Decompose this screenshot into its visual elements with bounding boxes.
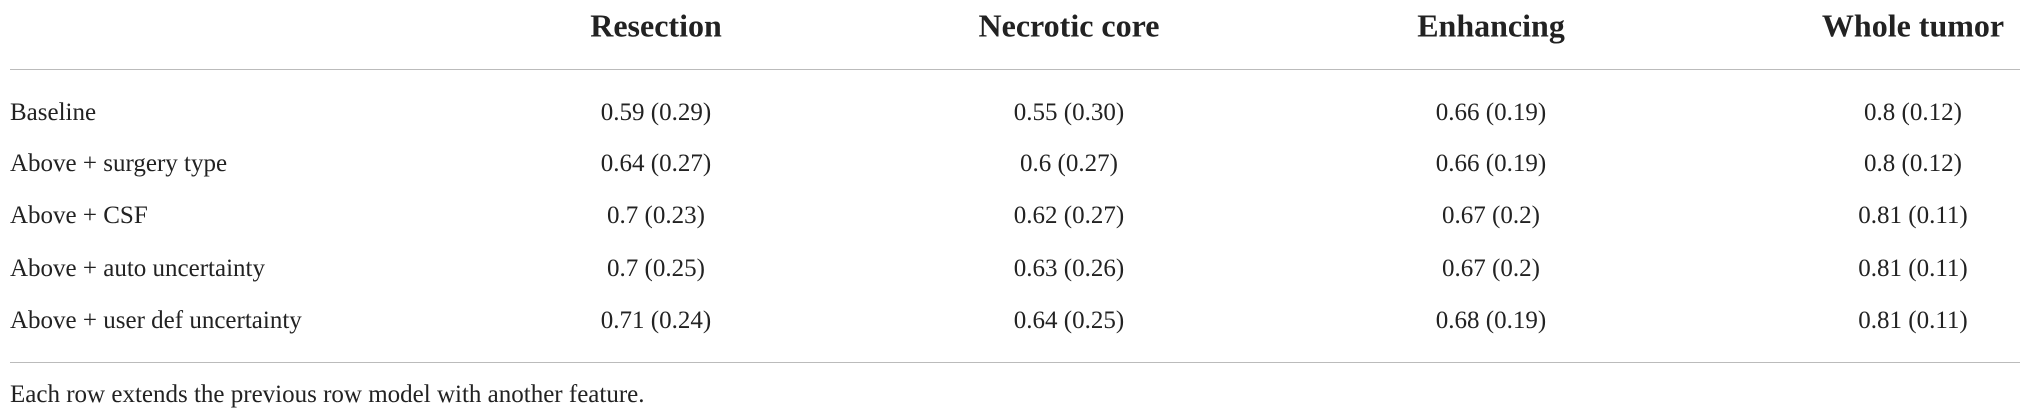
footnote: Each row extends the previous row model … bbox=[10, 381, 645, 408]
table-cell: 0.63 (0.26) bbox=[1013, 255, 1125, 282]
table-cell: 0.64 (0.25) bbox=[1013, 307, 1125, 334]
table-cell: 0.6 (0.27) bbox=[1020, 150, 1118, 177]
row-label: Above + user def uncertainty bbox=[10, 307, 302, 334]
table-cell: 0.81 (0.11) bbox=[1858, 202, 1968, 229]
header-rule bbox=[10, 69, 2020, 70]
row-label: Above + surgery type bbox=[10, 150, 228, 177]
row-label: Above + CSF bbox=[10, 202, 148, 229]
table-cell: 0.67 (0.2) bbox=[1442, 202, 1540, 229]
table-cell: 0.7 (0.25) bbox=[607, 255, 705, 282]
table-cell: 0.59 (0.29) bbox=[600, 99, 712, 126]
row-label: Above + auto uncertainty bbox=[10, 255, 265, 282]
bottom-rule bbox=[10, 362, 2020, 363]
column-header: Enhancing bbox=[1417, 7, 1565, 44]
column-header: Whole tumor bbox=[1821, 7, 2005, 44]
row-label: Baseline bbox=[10, 99, 97, 126]
table-cell: 0.81 (0.11) bbox=[1858, 255, 1968, 282]
table-cell: 0.66 (0.19) bbox=[1435, 99, 1547, 126]
table-cell: 0.81 (0.11) bbox=[1858, 307, 1968, 334]
table-cell: 0.8 (0.12) bbox=[1864, 99, 1962, 126]
table-cell: 0.71 (0.24) bbox=[600, 307, 712, 334]
table-cell: 0.64 (0.27) bbox=[600, 150, 712, 177]
table-cell: 0.68 (0.19) bbox=[1435, 307, 1547, 334]
table-cell: 0.55 (0.30) bbox=[1013, 99, 1125, 126]
table-cell: 0.8 (0.12) bbox=[1864, 150, 1962, 177]
table-cell: 0.66 (0.19) bbox=[1435, 150, 1547, 177]
table-cell: 0.67 (0.2) bbox=[1442, 255, 1540, 282]
table-cell: 0.62 (0.27) bbox=[1013, 202, 1125, 229]
column-header: Resection bbox=[590, 7, 722, 44]
table-cell: 0.7 (0.23) bbox=[607, 202, 705, 229]
column-header: Necrotic core bbox=[978, 7, 1160, 44]
